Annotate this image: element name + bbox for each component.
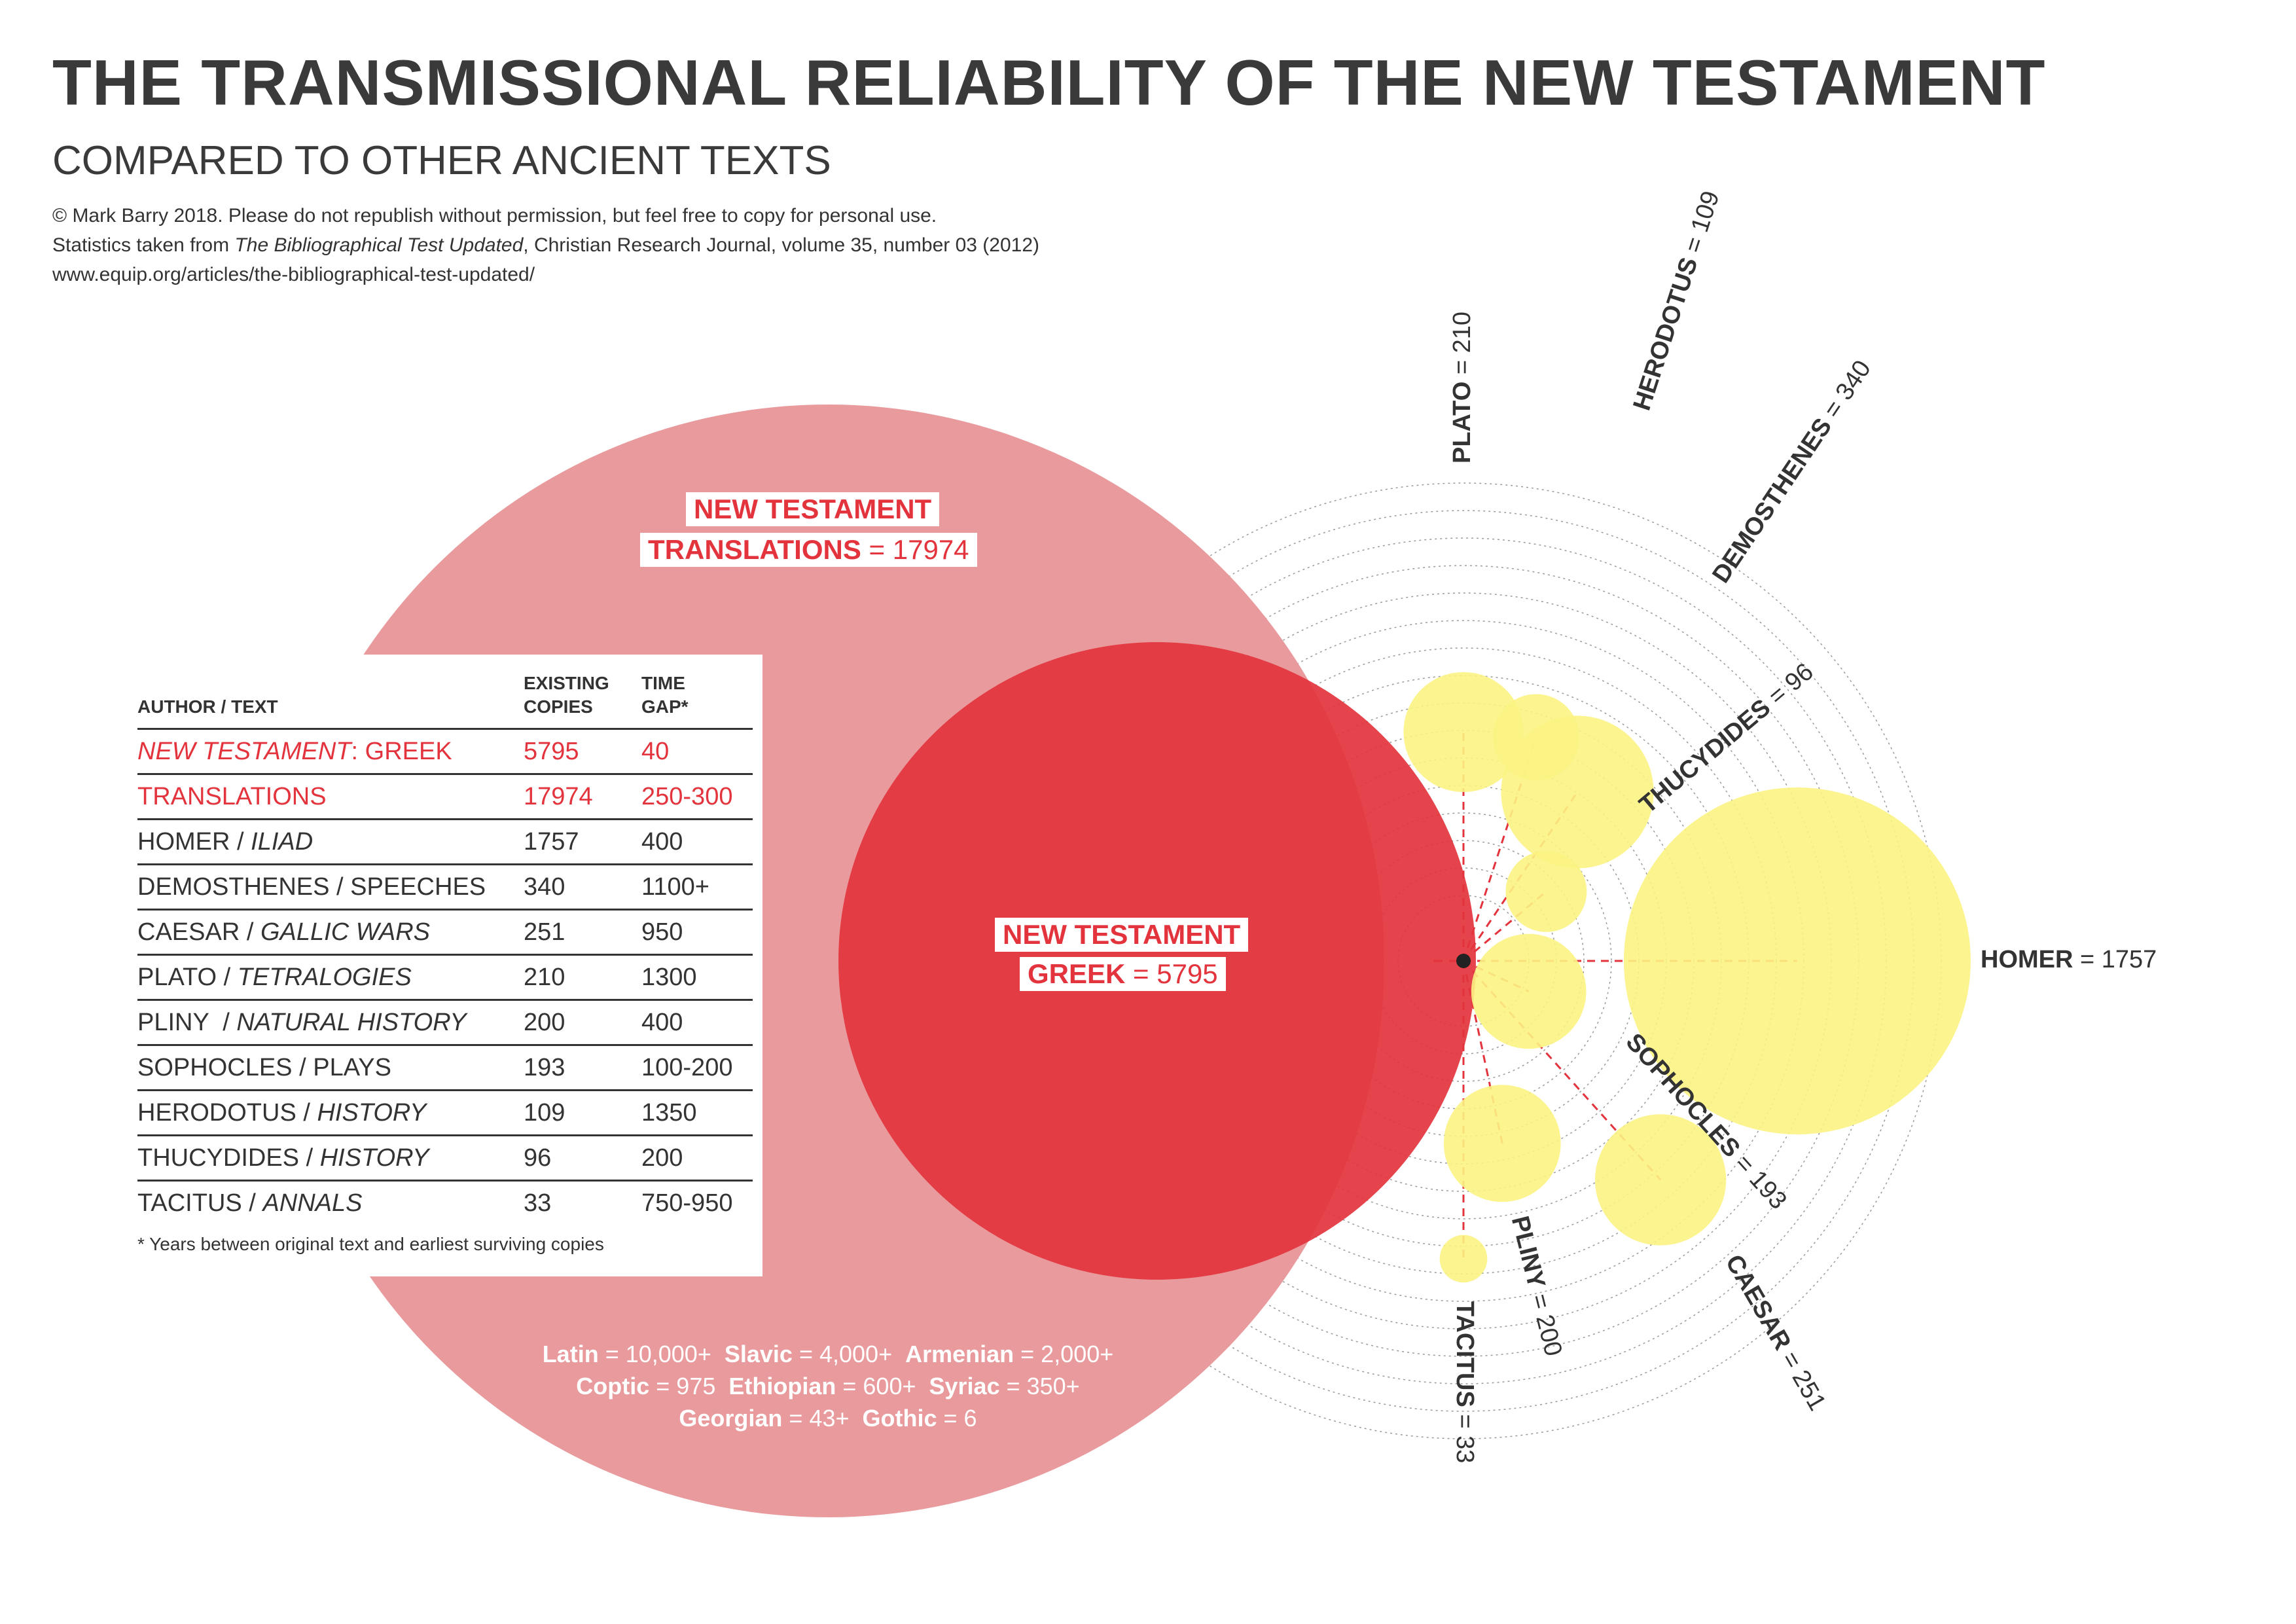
- cell-author: SOPHOCLES / PLAYS: [137, 1045, 524, 1091]
- label-author-plato: PLATO: [1448, 382, 1476, 463]
- cell-author: PLINY / NATURAL HISTORY: [137, 1000, 524, 1046]
- label-value-plato: = 210: [1448, 312, 1476, 382]
- chart-subtitle: COMPARED TO OTHER ANCIENT TEXTS: [52, 138, 831, 183]
- cell-copies: 340: [524, 864, 641, 911]
- cell-copies: 251: [524, 909, 641, 956]
- author-bubbles: [1403, 672, 1971, 1283]
- label-value-tacitus: = 33: [1451, 1407, 1479, 1464]
- nt-translations-label-line2: TRANSLATIONS = 17974: [640, 533, 977, 567]
- center-dot-core: [1456, 954, 1471, 968]
- copies-table-panel: AUTHOR / TEXT EXISTING COPIES TIME GAP* NE…: [118, 655, 762, 1276]
- cell-copies: 210: [524, 954, 641, 1001]
- label-author-homer: HOMER: [1981, 946, 2073, 973]
- label-demosthenes: DEMOSTHENES = 340: [1707, 355, 1876, 588]
- cell-copies: 96: [524, 1135, 641, 1182]
- table-footnote: * Years between original text and earlie…: [137, 1234, 604, 1254]
- copies-table: AUTHOR / TEXT EXISTING COPIES TIME GAP* NE…: [137, 668, 753, 1225]
- cell-copies: 33: [524, 1189, 552, 1217]
- header-existing-copies: EXISTING COPIES: [524, 668, 641, 730]
- cell-gap: 1100+: [641, 864, 753, 911]
- table-row: PLATO / TETRALOGIES 210 1300: [137, 954, 753, 1001]
- source-prefix: Statistics taken from: [52, 234, 235, 256]
- cell-gap: 1350: [641, 1090, 753, 1136]
- bubble-tacitus: [1439, 1235, 1488, 1283]
- table-row: THUCYDIDES / HISTORY 96 200: [137, 1135, 753, 1182]
- cell-gap: 200: [641, 1135, 753, 1182]
- label-author-pliny: PLINY: [1506, 1214, 1551, 1291]
- label-herodotus: HERODOTUS = 109: [1628, 188, 1725, 414]
- cell-copies: 1757: [524, 819, 641, 865]
- cell-author: NEW TESTAMENT: GREEK: [137, 729, 524, 775]
- cell-author: PLATO / TETRALOGIES: [137, 954, 524, 1001]
- cell-gap: 1300: [641, 954, 753, 1001]
- label-author-caesar: CAESAR: [1720, 1250, 1797, 1355]
- bubble-sophocles: [1471, 933, 1587, 1049]
- header-author-text: AUTHOR / TEXT: [137, 668, 524, 730]
- label-value-pliny: = 200: [1524, 1284, 1568, 1359]
- cell-author: THUCYDIDES / HISTORY: [137, 1135, 524, 1182]
- cell-gap: 400: [641, 819, 753, 865]
- cell-author: DEMOSTHENES / SPEECHES: [137, 864, 524, 911]
- cell-author: TRANSLATIONS: [137, 774, 524, 820]
- cell-gap: 400: [641, 1000, 753, 1046]
- nt-greek-label-line2: GREEK = 5795: [1020, 957, 1226, 991]
- cell-author: HERODOTUS / HISTORY: [137, 1090, 524, 1136]
- languages-line3: Georgian = 43+ Gothic = 6: [679, 1405, 977, 1432]
- copyright-note: © Mark Barry 2018. Please do not republi…: [52, 205, 937, 226]
- table-row: DEMOSTHENES / SPEECHES 340 1100+: [137, 864, 753, 911]
- source-url[interactable]: www.equip.org/articles/the-bibliographic…: [52, 264, 535, 285]
- languages-line2: Coptic = 975 Ethiopian = 600+ Syriac = 3…: [576, 1373, 1080, 1399]
- table-row: TACITUS / ANNALS 33 750-950: [137, 1181, 753, 1225]
- source-note: Statistics taken from The Bibliographica…: [52, 234, 1039, 257]
- label-plato: PLATO = 210: [1448, 312, 1476, 463]
- cell-copies: 193: [524, 1045, 641, 1091]
- languages-line1: Latin = 10,000+ Slavic = 4,000+ Armenian…: [542, 1341, 1114, 1367]
- label-caesar: CAESAR = 251: [1720, 1250, 1831, 1415]
- table-row: NEW TESTAMENT: GREEK 5795 40: [137, 729, 753, 775]
- nt-translations-label-line1: NEW TESTAMENT: [686, 492, 940, 526]
- header-time-gap: TIME GAP*: [641, 668, 753, 730]
- table-row: PLINY / NATURAL HISTORY 200 400: [137, 1000, 753, 1046]
- label-value-demosthenes: = 340: [1815, 355, 1876, 429]
- table-row: HERODOTUS / HISTORY 109 1350: [137, 1090, 753, 1136]
- cell-gap: 750-950: [641, 1189, 733, 1217]
- cell-copies: 109: [524, 1090, 641, 1136]
- cell-copies: 5795: [524, 729, 641, 775]
- chart-title: THE TRANSMISSIONAL RELIABILITY OF THE NE…: [52, 46, 2046, 118]
- table-header-row: AUTHOR / TEXT EXISTING COPIES TIME GAP*: [137, 668, 753, 730]
- bubble-caesar: [1594, 1114, 1727, 1246]
- label-value-homer: = 1757: [2073, 946, 2157, 973]
- cell-gap: 250-300: [641, 774, 753, 820]
- table-row: CAESAR / GALLIC WARS 251 950: [137, 909, 753, 956]
- table-row: HOMER / ILIAD 1757 400: [137, 819, 753, 865]
- label-value-caesar: = 251: [1772, 1341, 1831, 1415]
- label-value-herodotus: = 109: [1677, 188, 1725, 262]
- bubble-demosthenes: [1501, 715, 1654, 869]
- label-author-herodotus: HERODOTUS: [1628, 254, 1704, 414]
- cell-gap: 950: [641, 909, 753, 956]
- cell-author: HOMER / ILIAD: [137, 819, 524, 865]
- label-author-demosthenes: DEMOSTHENES: [1707, 414, 1837, 588]
- bubble-thucydides: [1505, 850, 1587, 932]
- label-value-sophocles: = 193: [1725, 1144, 1792, 1214]
- bubble-plato: [1403, 672, 1524, 793]
- cell-copies: 17974: [524, 774, 641, 820]
- cell-author: TACITUS / ANNALS: [137, 1189, 363, 1217]
- table-row: SOPHOCLES / PLAYS 193 100-200: [137, 1045, 753, 1091]
- bubble-homer: [1624, 787, 1971, 1134]
- label-tacitus: TACITUS = 33: [1451, 1301, 1479, 1463]
- label-pliny: PLINY = 200: [1506, 1214, 1568, 1359]
- source-suffix: , Christian Research Journal, volume 35,…: [523, 234, 1040, 256]
- cell-gap: 40: [641, 729, 753, 775]
- cell-copies: 200: [524, 1000, 641, 1046]
- table-row: TRANSLATIONS 17974 250-300: [137, 774, 753, 820]
- source-title: The Bibliographical Test Updated: [234, 234, 524, 256]
- cell-gap: 100-200: [641, 1045, 753, 1091]
- bubble-pliny: [1443, 1085, 1561, 1202]
- cell-author: CAESAR / GALLIC WARS: [137, 909, 524, 956]
- nt-greek-label-line1: NEW TESTAMENT: [995, 918, 1249, 952]
- label-author-tacitus: TACITUS: [1451, 1301, 1479, 1407]
- label-homer: HOMER = 1757: [1981, 946, 2157, 973]
